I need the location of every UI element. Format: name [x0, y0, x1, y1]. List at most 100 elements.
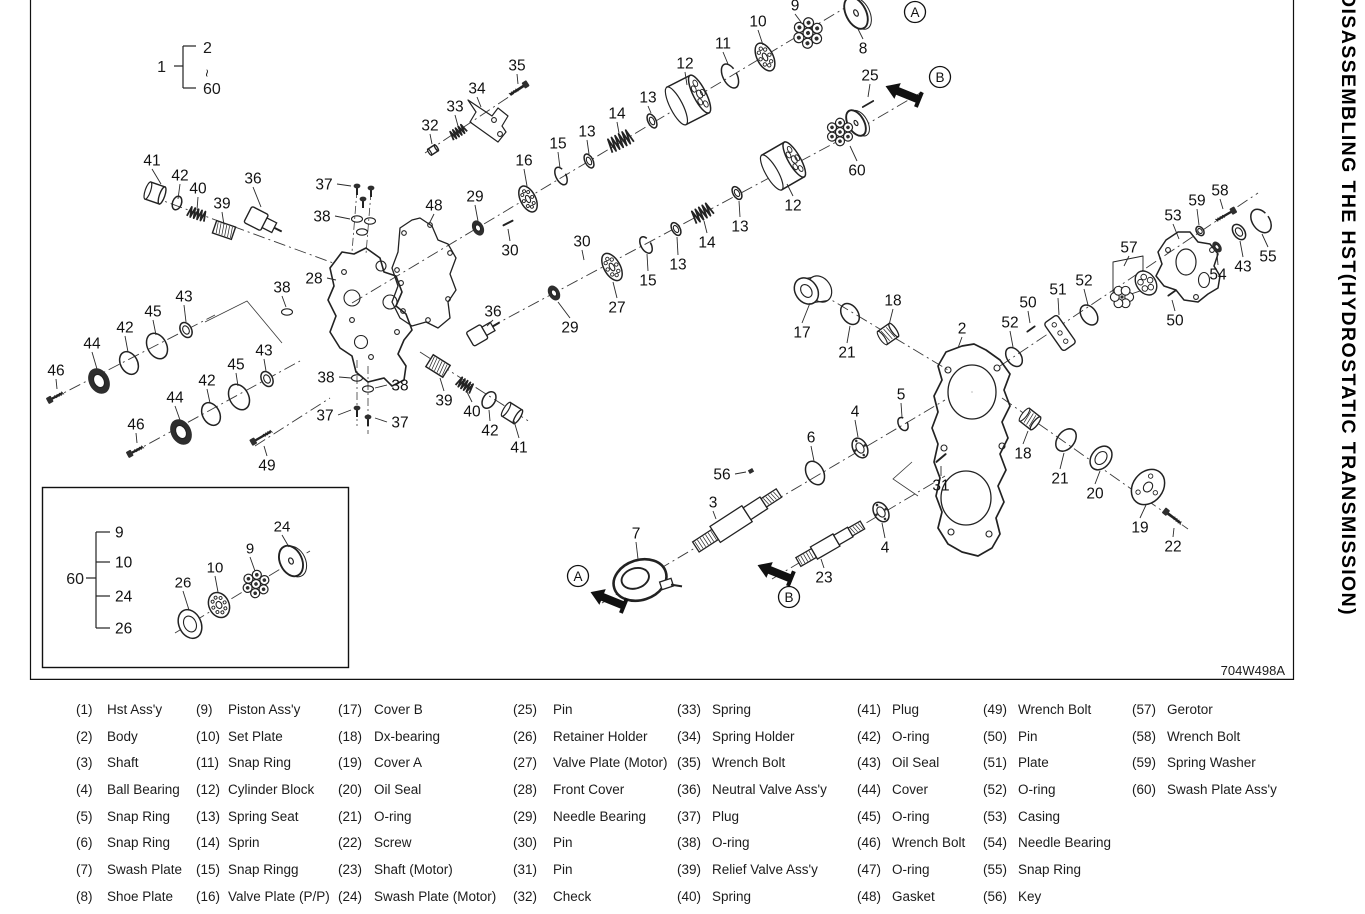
part-13-spring-seat: [731, 185, 743, 201]
legend-range-tilde: ~: [199, 69, 215, 77]
callout-50: 50: [1019, 295, 1037, 312]
part-10-set-plate: [754, 42, 776, 72]
part-42-o-ring: [118, 350, 140, 376]
part-name: Spring Holder: [712, 728, 795, 744]
part-number: (44): [857, 782, 882, 798]
callout-11: 11: [715, 36, 731, 53]
parts-list-entry: (40) Spring: [677, 884, 827, 911]
parts-list-entry: (27) Valve Plate (Motor): [513, 750, 668, 777]
parts-list-entry: (28) Front Cover: [513, 777, 668, 804]
part-name: Key: [1018, 888, 1042, 904]
part-number: (38): [677, 835, 702, 851]
part-name: Retainer Holder: [553, 728, 648, 744]
callout-38: 38: [273, 280, 290, 297]
part-45-o-ring: [145, 332, 169, 360]
part-name: Wrench Bolt: [1167, 728, 1241, 744]
part-2-body: [993, 364, 1001, 372]
part-name: Snap Ring: [1018, 862, 1082, 878]
part-38-o-ring: [280, 308, 294, 316]
part-number: (1): [76, 702, 93, 717]
part-number: (53): [983, 808, 1008, 824]
part-2-body: [931, 343, 1011, 557]
part-name: O-ring: [374, 808, 412, 824]
part-26-retainer-holder: [177, 608, 203, 640]
parts-list-entry: (11) Snap Ring: [196, 750, 330, 777]
legend-range-end: 60: [203, 81, 221, 98]
parts-list-column-7: (49) Wrench Bolt (50) Pin (51) Plate (52) O-rin…: [983, 697, 1111, 911]
callout-19: 19: [1131, 520, 1148, 537]
part-3-shaft: [691, 487, 783, 553]
disassembly-direction-arrow: [590, 589, 629, 614]
inset-bracket-item-10: 10: [115, 555, 133, 572]
callout-13: 13: [669, 257, 686, 274]
callout-40: 40: [463, 404, 481, 421]
part-37-plug: [359, 196, 367, 208]
callout-21: 21: [1051, 471, 1068, 488]
part-5-snap-ring: [897, 416, 909, 432]
callout-43: 43: [1234, 259, 1251, 276]
parts-list-entry: (17) Cover B: [338, 697, 496, 724]
parts-list-entry: (56) Key: [983, 884, 1111, 911]
part-number: (12): [196, 782, 221, 798]
part-13-spring-seat: [670, 221, 682, 237]
part-name: Pin: [1018, 728, 1038, 744]
parts-list-entry: (51) Plate: [983, 750, 1111, 777]
part-48-gasket: [400, 308, 406, 314]
part-number: (27): [513, 755, 538, 771]
part-4-ball-bearing: [851, 437, 869, 459]
parts-list-entry: (59) Spring Washer: [1132, 750, 1277, 777]
svg-text:B: B: [784, 590, 793, 605]
parts-list-entry: (14) Sprin: [196, 830, 330, 857]
callout-29: 29: [466, 189, 483, 206]
part-number: (41): [857, 702, 882, 717]
parts-list-entry: (41) Plug: [857, 697, 965, 724]
callout-46: 46: [127, 417, 144, 434]
part-name: Casing: [1018, 808, 1061, 824]
figure-code: 704W498A: [1221, 663, 1286, 678]
parts-list-entry: (2) Body: [76, 724, 182, 751]
part-name: O-ring: [892, 808, 930, 824]
part-41-plug: [500, 401, 524, 425]
callout-31: 31: [932, 478, 949, 495]
callout-28: 28: [305, 271, 322, 288]
callout-38: 38: [317, 370, 334, 387]
callout-2: 2: [958, 321, 967, 338]
callout-39: 39: [213, 196, 230, 213]
parts-list-entry: (18) Dx-bearing: [338, 724, 496, 751]
part-48-gasket: [391, 217, 457, 329]
part-number: (55): [983, 862, 1008, 878]
part-50-pin: [1026, 325, 1036, 333]
part-name: Ball Bearing: [107, 782, 180, 798]
parts-list-entry: (12) Cylinder Block: [196, 777, 330, 804]
parts-list-entry: (50) Pin: [983, 724, 1111, 751]
parts-list-entry: (10) Set Plate: [196, 724, 330, 751]
view-markers: A B A B: [566, 0, 952, 609]
direction-arrows: [590, 83, 924, 614]
part-number: (30): [513, 835, 538, 851]
legend-range-start: 2: [203, 40, 212, 57]
part-14-sprin: [607, 129, 635, 153]
inset-box: 60 9 10 24 26: [41, 486, 350, 669]
view-marker-b: B: [928, 65, 952, 89]
part-36-neutral-valve-ass-y: [243, 206, 283, 234]
part-31-pin: [935, 453, 947, 463]
part-name: Spring: [712, 702, 752, 717]
callout-25: 25: [861, 68, 878, 85]
parts-list-entry: (48) Gasket: [857, 884, 965, 911]
part-name: Wrench Bolt: [712, 755, 786, 771]
callout-42: 42: [116, 320, 133, 337]
part-22-screw: [1162, 507, 1182, 526]
parts-list-entry: (44) Cover: [857, 777, 965, 804]
part-41-plug: [143, 181, 167, 205]
parts-list-entry: (52) O-ring: [983, 777, 1111, 804]
callout-37: 37: [316, 408, 333, 425]
part-number: (11): [196, 755, 220, 771]
part-name: Plug: [712, 808, 740, 824]
part-28-front-cover: [382, 294, 398, 310]
parts-list-entry: (20) Oil Seal: [338, 777, 496, 804]
part-12-cylinder-block: [759, 141, 807, 191]
part-38-o-ring: [350, 215, 364, 223]
inset-bracket-item-24: 24: [115, 589, 133, 606]
part-number: (37): [677, 808, 702, 824]
part-2-body: [940, 444, 948, 452]
